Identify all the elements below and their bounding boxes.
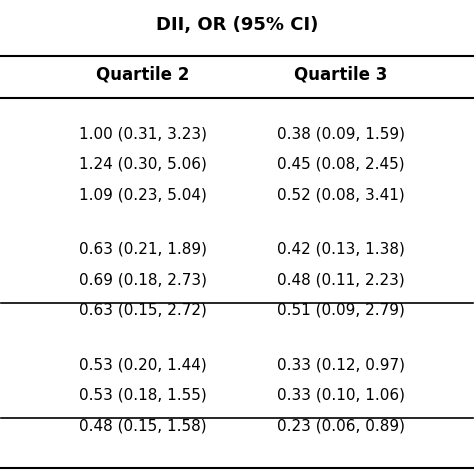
Text: 0.48 (0.15, 1.58): 0.48 (0.15, 1.58) <box>79 419 207 433</box>
Text: Quartile 2: Quartile 2 <box>96 65 190 83</box>
Text: 1.00 (0.31, 3.23): 1.00 (0.31, 3.23) <box>79 126 207 141</box>
Text: 0.51 (0.09, 2.79): 0.51 (0.09, 2.79) <box>277 303 405 318</box>
Text: Quartile 3: Quartile 3 <box>294 65 387 83</box>
Text: 0.33 (0.12, 0.97): 0.33 (0.12, 0.97) <box>277 357 405 372</box>
Text: 0.33 (0.10, 1.06): 0.33 (0.10, 1.06) <box>277 388 405 403</box>
Text: 0.69 (0.18, 2.73): 0.69 (0.18, 2.73) <box>79 273 207 287</box>
Text: 0.53 (0.18, 1.55): 0.53 (0.18, 1.55) <box>79 388 207 403</box>
Text: 0.38 (0.09, 1.59): 0.38 (0.09, 1.59) <box>277 126 405 141</box>
Text: 0.45 (0.08, 2.45): 0.45 (0.08, 2.45) <box>277 157 404 172</box>
Text: 0.42 (0.13, 1.38): 0.42 (0.13, 1.38) <box>277 242 405 257</box>
Text: 0.48 (0.11, 2.23): 0.48 (0.11, 2.23) <box>277 273 404 287</box>
Text: DII, OR (95% CI): DII, OR (95% CI) <box>156 16 318 34</box>
Text: 0.63 (0.15, 2.72): 0.63 (0.15, 2.72) <box>79 303 207 318</box>
Text: 0.63 (0.21, 1.89): 0.63 (0.21, 1.89) <box>79 242 207 257</box>
Text: 1.09 (0.23, 5.04): 1.09 (0.23, 5.04) <box>79 188 207 202</box>
Text: 1.24 (0.30, 5.06): 1.24 (0.30, 5.06) <box>79 157 207 172</box>
Text: 0.53 (0.20, 1.44): 0.53 (0.20, 1.44) <box>79 357 207 372</box>
Text: 0.52 (0.08, 3.41): 0.52 (0.08, 3.41) <box>277 188 404 202</box>
Text: 0.23 (0.06, 0.89): 0.23 (0.06, 0.89) <box>277 419 405 433</box>
